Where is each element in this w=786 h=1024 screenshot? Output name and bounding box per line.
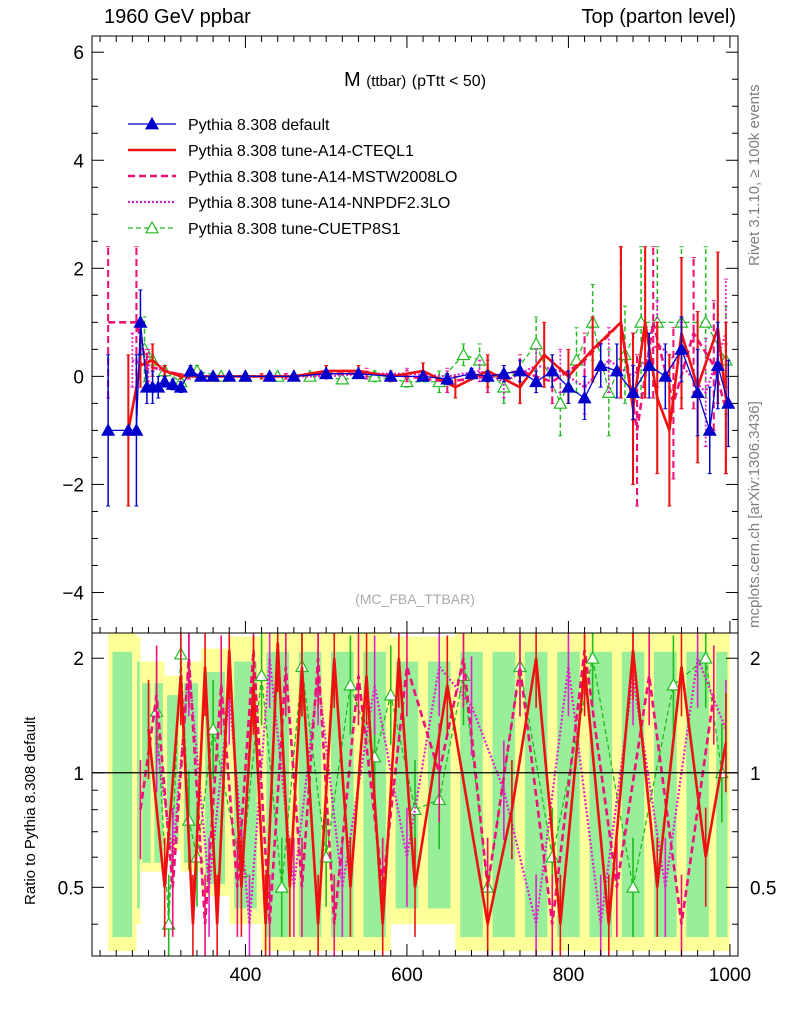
main-plot-title: M (ttbar) (pTtt < 50) (344, 69, 486, 91)
data-point-marker (129, 423, 144, 436)
legend-marker (144, 220, 160, 234)
data-point-marker (702, 423, 717, 436)
x-tick-label: 1000 (709, 965, 751, 986)
data-point-marker (674, 342, 689, 355)
data-point-marker (642, 358, 657, 371)
data-point-marker (206, 369, 221, 382)
ratio-point-marker (626, 880, 641, 893)
data-point-marker (529, 374, 544, 388)
legend-marker (144, 116, 160, 130)
data-point-marker (472, 352, 487, 366)
y-tick-label: −4 (62, 583, 84, 604)
data-point-marker (165, 377, 180, 390)
data-point-marker (351, 366, 366, 380)
y-tick-label: 0 (73, 367, 84, 388)
data-point-marker (577, 390, 592, 404)
data-point-marker (456, 347, 471, 361)
data-point-marker (593, 358, 608, 371)
legend-entry-label: Pythia 8.308 tune-A14-CTEQL1 (188, 143, 414, 160)
legend-entry-label: Pythia 8.308 tune-CUETP8S1 (188, 221, 401, 238)
ratio-band-inner (137, 661, 140, 909)
data-point-marker (383, 369, 398, 382)
ratio-line (147, 642, 728, 925)
ratio-point-marker (161, 916, 176, 930)
ratio-point-marker (698, 651, 713, 664)
header-left-label: 1960 GeV ppbar (104, 6, 251, 28)
watermark-label: (MC_FBA_TTBAR) (355, 591, 475, 607)
ratio-point-marker (254, 668, 269, 682)
data-point-marker (464, 366, 479, 380)
data-point-marker (721, 396, 736, 409)
data-point-marker (480, 369, 495, 382)
ratio-line (139, 649, 716, 925)
ratio-point-marker (274, 880, 289, 893)
data-point-marker (545, 363, 560, 377)
data-point-marker (222, 369, 237, 382)
ratio-line (155, 653, 727, 925)
y-tick-label: 6 (73, 43, 84, 64)
data-point-marker (183, 363, 198, 377)
title-suffix-part: (pTtt < 50) (412, 73, 486, 90)
legend-entry-label: Pythia 8.308 default (188, 117, 330, 134)
main-series-0 (101, 289, 736, 507)
y-tick-label: −2 (62, 475, 84, 496)
y-tick-label: 2 (73, 259, 84, 280)
data-point-marker (133, 315, 148, 328)
ratio-y-tick-label-right: 1 (750, 764, 761, 785)
data-point-marker (440, 371, 455, 385)
x-tick-label: 400 (230, 965, 262, 986)
ratio-point-marker (206, 722, 221, 735)
data-point-marker (529, 336, 544, 350)
legend: Pythia 8.308 default Pythia 8.308 tune-A1… (128, 116, 457, 238)
ratio-y-tick-label: 2 (73, 649, 84, 670)
data-point-marker (626, 385, 641, 398)
data-point-marker (658, 369, 673, 382)
data-point-marker (553, 396, 568, 409)
data-point-marker (319, 366, 334, 380)
data-point-marker (335, 371, 350, 385)
ratio-plot-frame (91, 632, 739, 957)
data-point-marker (609, 363, 624, 377)
data-point-marker (157, 374, 172, 388)
data-point-marker (416, 369, 431, 382)
ratio-point-marker (666, 677, 681, 691)
ratio-series-0 (147, 633, 728, 956)
ratio-point-marker (343, 677, 358, 691)
data-point-marker (193, 369, 209, 382)
data-point-marker (698, 315, 713, 328)
legend-entry-label: Pythia 8.308 tune-A14-NNPDF2.3LO (188, 195, 450, 212)
legend-entry-label: Pythia 8.308 tune-A14-MSTW2008LO (188, 169, 457, 186)
ratio-y-tick-label-right: 2 (750, 649, 761, 670)
data-point-marker (561, 379, 576, 393)
data-point-marker (690, 385, 705, 398)
data-point-marker (173, 379, 188, 393)
header-right-label: Top (parton level) (581, 6, 736, 28)
x-tick-label: 600 (391, 965, 423, 986)
ratio-y-tick-label: 1 (73, 764, 84, 785)
data-point-marker (101, 423, 116, 436)
title-main-part: M (344, 69, 361, 91)
ratio-point-marker (585, 651, 600, 664)
data-point-marker (710, 358, 725, 371)
ratio-point-marker (383, 687, 398, 701)
ratio-y-tick-label: 0.5 (58, 878, 84, 899)
data-point-marker (496, 366, 511, 380)
ratio-band-inner (112, 651, 133, 938)
data-point-marker (512, 363, 527, 377)
data-point-marker (496, 379, 511, 393)
ratio-point-marker (407, 802, 423, 816)
data-point-marker (238, 369, 253, 382)
title-subscript-part: (ttbar) (366, 73, 406, 90)
ratio-y-tick-label-right: 0.5 (750, 878, 776, 899)
y-tick-label: 4 (73, 151, 84, 172)
data-point-marker (286, 369, 301, 382)
x-tick-label: 800 (553, 965, 585, 986)
data-point-marker (262, 369, 277, 382)
